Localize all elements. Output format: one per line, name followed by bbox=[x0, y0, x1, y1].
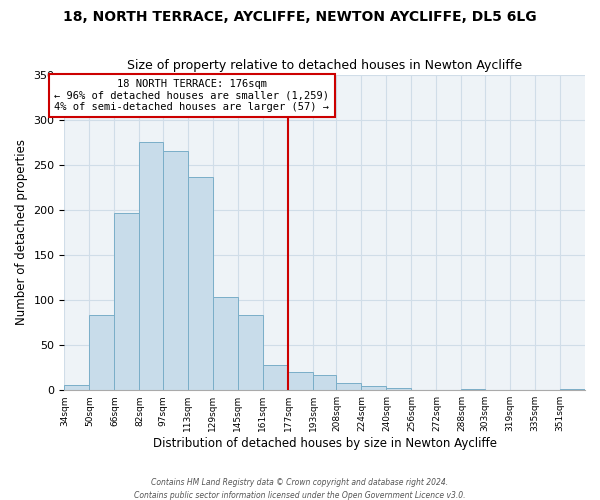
Bar bbox=[139, 142, 163, 390]
Bar bbox=[89, 316, 115, 390]
Bar bbox=[288, 372, 313, 390]
Bar bbox=[263, 365, 288, 390]
Bar bbox=[163, 151, 188, 390]
Text: Contains HM Land Registry data © Crown copyright and database right 2024.
Contai: Contains HM Land Registry data © Crown c… bbox=[134, 478, 466, 500]
Y-axis label: Number of detached properties: Number of detached properties bbox=[15, 140, 28, 326]
Bar bbox=[64, 385, 89, 390]
Bar bbox=[213, 298, 238, 390]
X-axis label: Distribution of detached houses by size in Newton Aycliffe: Distribution of detached houses by size … bbox=[153, 437, 497, 450]
Text: 18, NORTH TERRACE, AYCLIFFE, NEWTON AYCLIFFE, DL5 6LG: 18, NORTH TERRACE, AYCLIFFE, NEWTON AYCL… bbox=[63, 10, 537, 24]
Bar bbox=[386, 388, 412, 390]
Bar bbox=[115, 214, 139, 390]
Bar bbox=[188, 178, 213, 390]
Bar bbox=[238, 316, 263, 390]
Text: 18 NORTH TERRACE: 176sqm
← 96% of detached houses are smaller (1,259)
4% of semi: 18 NORTH TERRACE: 176sqm ← 96% of detach… bbox=[55, 79, 329, 112]
Bar bbox=[361, 386, 386, 390]
Bar bbox=[313, 375, 337, 390]
Title: Size of property relative to detached houses in Newton Aycliffe: Size of property relative to detached ho… bbox=[127, 59, 522, 72]
Bar bbox=[337, 383, 361, 390]
